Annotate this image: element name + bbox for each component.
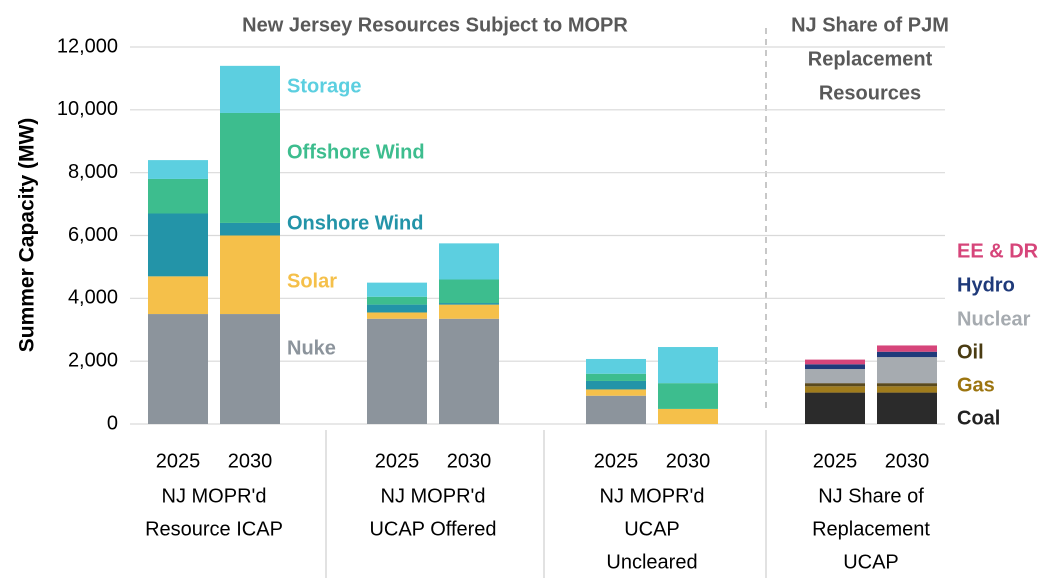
bar-segment [148,314,208,424]
x-tick-label: 2030 [885,450,930,472]
series-label: Oil [957,341,984,363]
x-tick-label: 2030 [228,450,273,472]
x-tick-label: 2025 [156,450,201,472]
bar-segment [367,304,427,313]
bar-segment [220,65,280,113]
bar-segment [658,408,718,424]
bar-segment [877,345,937,352]
bar-segment [877,386,937,393]
bar-segment [367,296,427,305]
bar-segment [367,312,427,319]
bar-segment [367,282,427,297]
series-label: Gas [957,374,995,396]
bar-segment [877,357,937,384]
y-tick-label: 12,000 [57,35,118,57]
group-label: Uncleared [606,551,697,573]
bar-segment [805,369,865,384]
group-label: NJ MOPR'd [162,485,267,507]
bar-segment [148,160,208,179]
bar-segment [439,243,499,280]
series-label: Nuke [287,337,336,359]
group-label: NJ MOPR'd [600,485,705,507]
bar-segment [805,359,865,365]
y-tick-label: 10,000 [57,98,118,120]
bar-segment [805,392,865,424]
bar-segment [877,383,937,387]
x-tick-label: 2030 [666,450,711,472]
group-label: NJ MOPR'd [381,485,486,507]
bar-segment [586,389,646,396]
bar-segment [805,383,865,387]
bar-segment [877,392,937,424]
bar-segment [220,235,280,315]
annotation: New Jersey Resources Subject to MOPR [242,14,628,36]
bar-segment [586,395,646,424]
bar-segment [148,178,208,214]
annotation: Replacement [808,48,933,70]
group-label: UCAP [624,518,680,540]
bar-segment [220,112,280,223]
y-tick-label: 4,000 [68,287,118,309]
bar-segment [586,373,646,381]
y-tick-label: 2,000 [68,349,118,371]
bar-segment [220,222,280,236]
annotation: Resources [819,82,921,104]
bar-segment [658,383,718,409]
series-label: Coal [957,407,1000,429]
bar-segment [586,380,646,390]
group-label: Resource ICAP [145,518,283,540]
x-tick-label: 2025 [375,450,420,472]
bar-segment [148,276,208,315]
bar-segment [439,304,499,319]
series-label: EE & DR [957,240,1039,262]
y-tick-label: 8,000 [68,161,118,183]
y-axis-label: Summer Capacity (MW) [16,118,39,353]
bar-segment [148,213,208,277]
bar-segment [220,314,280,424]
bar-segment [805,386,865,393]
y-tick-label: 6,000 [68,224,118,246]
bar-segment [877,351,937,358]
bar-segment [658,347,718,384]
bar-segment [586,358,646,374]
bar-segment [439,303,499,305]
series-label: Solar [287,270,337,292]
y-tick-label: 0 [107,412,118,434]
series-label: Storage [287,75,361,97]
bar-segment [367,318,427,424]
group-label: UCAP Offered [369,518,496,540]
x-tick-label: 2025 [594,450,639,472]
series-label: Offshore Wind [287,141,425,163]
bar-segment [439,279,499,304]
group-label: NJ Share of [818,485,924,507]
group-label: UCAP [843,551,899,573]
bar-segment [439,318,499,424]
series-label: Nuclear [957,308,1031,330]
bar-segment [805,364,865,370]
series-label: Onshore Wind [287,212,423,234]
group-label: Replacement [812,518,930,540]
x-tick-label: 2025 [813,450,858,472]
series-label: Hydro [957,274,1015,296]
x-tick-label: 2030 [447,450,492,472]
annotation: NJ Share of PJM [791,14,949,36]
